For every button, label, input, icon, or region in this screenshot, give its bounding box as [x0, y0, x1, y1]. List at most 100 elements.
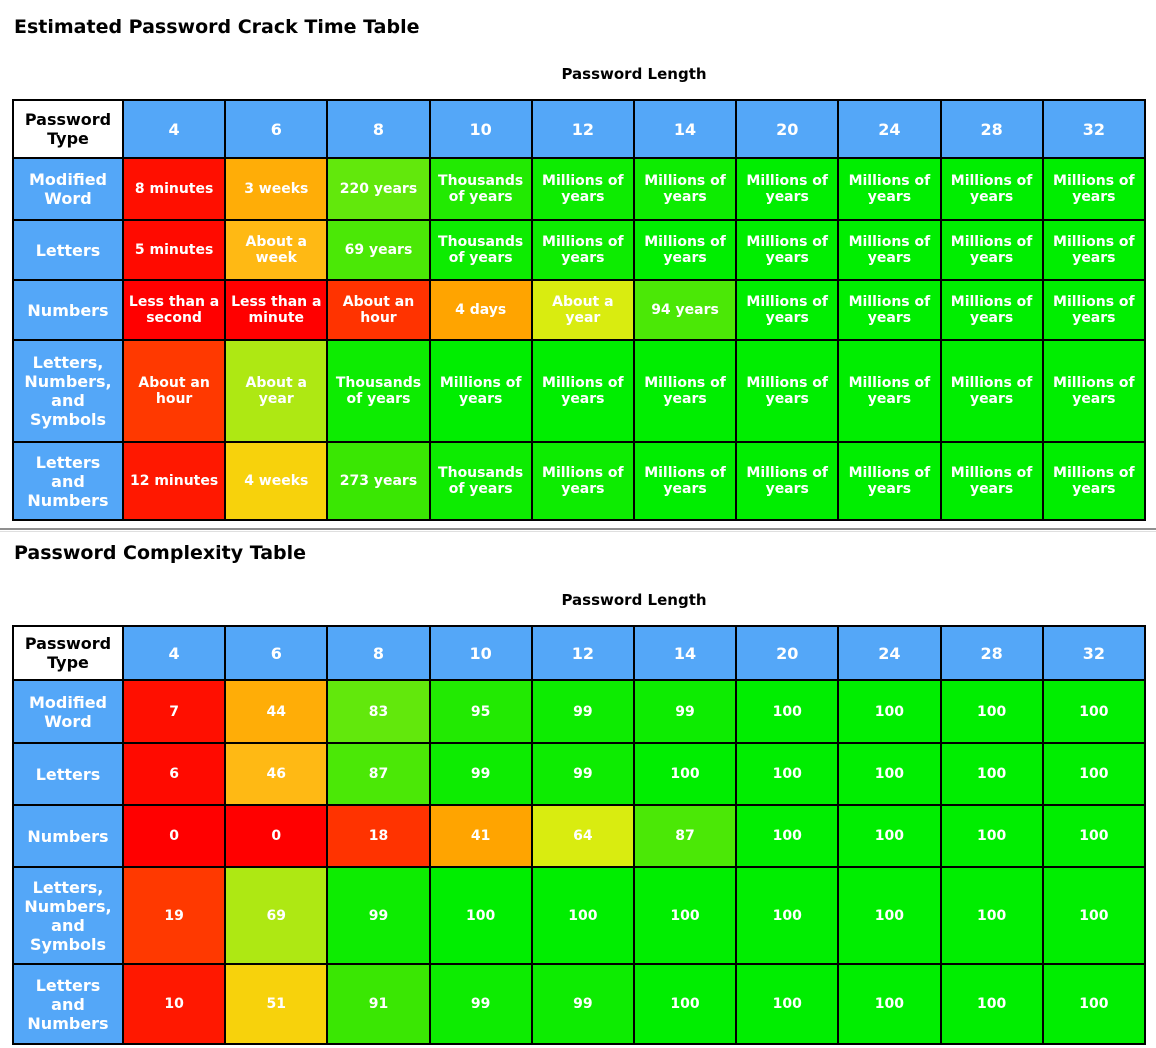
value-cell: 12 minutes — [121, 441, 227, 521]
column-header-length-10: 10 — [428, 625, 533, 681]
column-header-length-10: 10 — [428, 99, 533, 159]
value-cell: 8 minutes — [121, 157, 227, 221]
value-cell: Millions of years — [939, 339, 1044, 443]
value-cell: 100 — [1041, 804, 1147, 868]
value-cell: 100 — [735, 963, 840, 1045]
value-cell: About an hour — [326, 279, 431, 341]
row-header-password-type: Modified Word — [12, 679, 124, 744]
table-row: Letters, Numbers, and Symbols 19 69 99 100 10… — [12, 866, 1147, 965]
row-header-password-type: Numbers — [12, 804, 124, 868]
value-cell: Millions of years — [632, 219, 738, 281]
row-header-password-type: Modified Word — [12, 157, 124, 221]
value-cell: 100 — [428, 866, 533, 965]
row-header-password-type: Letters — [12, 219, 124, 281]
column-header-length-14: 14 — [632, 625, 738, 681]
table-row: Numbers Less than a second Less than a min… — [12, 279, 1147, 341]
value-cell: 64 — [530, 804, 635, 868]
value-cell: Less than a minute — [224, 279, 329, 341]
value-cell: About an hour — [121, 339, 227, 443]
value-cell: Millions of years — [939, 157, 1044, 221]
column-header-length-12: 12 — [530, 625, 635, 681]
value-cell: 87 — [326, 742, 431, 806]
value-cell: 99 — [632, 679, 738, 744]
value-cell: 100 — [1041, 963, 1147, 1045]
value-cell: 94 years — [632, 279, 738, 341]
value-cell: Millions of years — [530, 157, 635, 221]
table-row: Modified Word 8 minutes 3 weeks 220 years Th… — [12, 157, 1147, 221]
value-cell: Millions of years — [837, 339, 942, 443]
value-cell: 5 minutes — [121, 219, 227, 281]
value-cell: Millions of years — [632, 441, 738, 521]
password-length-axis-label: Password Length — [561, 65, 707, 83]
column-header-length-6: 6 — [224, 99, 329, 159]
value-cell: 18 — [326, 804, 431, 868]
value-cell: Millions of years — [632, 157, 738, 221]
complexity-section: Password Complexity Table Password Lengt… — [0, 542, 1156, 1045]
value-cell: 83 — [326, 679, 431, 744]
value-cell: 220 years — [326, 157, 431, 221]
complexity-table-title: Password Complexity Table — [14, 542, 307, 564]
value-cell: Millions of years — [837, 157, 942, 221]
value-cell: 99 — [326, 866, 431, 965]
value-cell: 100 — [939, 804, 1044, 868]
value-cell: 0 — [121, 804, 227, 868]
value-cell: 4 days — [428, 279, 533, 341]
value-cell: Millions of years — [1041, 219, 1147, 281]
column-header-length-4: 4 — [121, 99, 227, 159]
row-header-password-type: Letters, Numbers, and Symbols — [12, 339, 124, 443]
row-header-password-type: Letters, Numbers, and Symbols — [12, 866, 124, 965]
value-cell: 69 years — [326, 219, 431, 281]
column-header-length-24: 24 — [837, 625, 942, 681]
value-cell: 46 — [224, 742, 329, 806]
value-cell: 87 — [632, 804, 738, 868]
password-type-corner-label: Password Type — [12, 99, 124, 159]
value-cell: Thousands of years — [428, 157, 533, 221]
value-cell: Millions of years — [939, 441, 1044, 521]
value-cell: Millions of years — [530, 441, 635, 521]
value-cell: Millions of years — [837, 219, 942, 281]
value-cell: 10 — [121, 963, 227, 1045]
crack-time-section: Estimated Password Crack Time Table Pass… — [0, 16, 1156, 521]
value-cell: 100 — [632, 742, 738, 806]
value-cell: Millions of years — [735, 279, 840, 341]
value-cell: Millions of years — [1041, 157, 1147, 221]
column-header-length-32: 32 — [1041, 625, 1147, 681]
section-divider — [0, 528, 1156, 532]
column-header-length-28: 28 — [939, 625, 1044, 681]
value-cell: 100 — [1041, 742, 1147, 806]
value-cell: 100 — [939, 679, 1044, 744]
value-cell: Millions of years — [939, 279, 1044, 341]
column-header-row: Password Type 4 6 8 10 12 14 20 24 28 32 — [12, 99, 1147, 159]
value-cell: 3 weeks — [224, 157, 329, 221]
value-cell: 100 — [735, 804, 840, 868]
value-cell: About a year — [530, 279, 635, 341]
value-cell: 100 — [837, 963, 942, 1045]
row-header-password-type: Letters and Numbers — [12, 441, 124, 521]
value-cell: 100 — [837, 742, 942, 806]
table-row: Modified Word 7 44 83 95 99 99 100 100 100 100 — [12, 679, 1147, 744]
row-header-password-type: Letters and Numbers — [12, 963, 124, 1045]
value-cell: 99 — [530, 679, 635, 744]
value-cell: 19 — [121, 866, 227, 965]
value-cell: About a year — [224, 339, 329, 443]
value-cell: Millions of years — [735, 339, 840, 443]
value-cell: Millions of years — [530, 219, 635, 281]
table-row: Numbers 0 0 18 41 64 87 100 100 100 100 — [12, 804, 1147, 868]
value-cell: 41 — [428, 804, 533, 868]
crack-time-table: Password Type 4 6 8 10 12 14 20 24 28 32 Modified W… — [12, 99, 1147, 521]
value-cell: Millions of years — [735, 157, 840, 221]
value-cell: 7 — [121, 679, 227, 744]
value-cell: Millions of years — [530, 339, 635, 443]
value-cell: 100 — [632, 866, 738, 965]
column-header-length-12: 12 — [530, 99, 635, 159]
value-cell: 100 — [837, 679, 942, 744]
value-cell: 100 — [837, 866, 942, 965]
column-header-row: Password Type 4 6 8 10 12 14 20 24 28 32 — [12, 625, 1147, 681]
table-row: Letters 6 46 87 99 99 100 100 100 100 100 — [12, 742, 1147, 806]
crack-time-table-title: Estimated Password Crack Time Table — [14, 16, 420, 38]
column-header-length-24: 24 — [837, 99, 942, 159]
value-cell: 99 — [530, 742, 635, 806]
column-header-length-28: 28 — [939, 99, 1044, 159]
value-cell: Thousands of years — [428, 219, 533, 281]
value-cell: 99 — [428, 963, 533, 1045]
